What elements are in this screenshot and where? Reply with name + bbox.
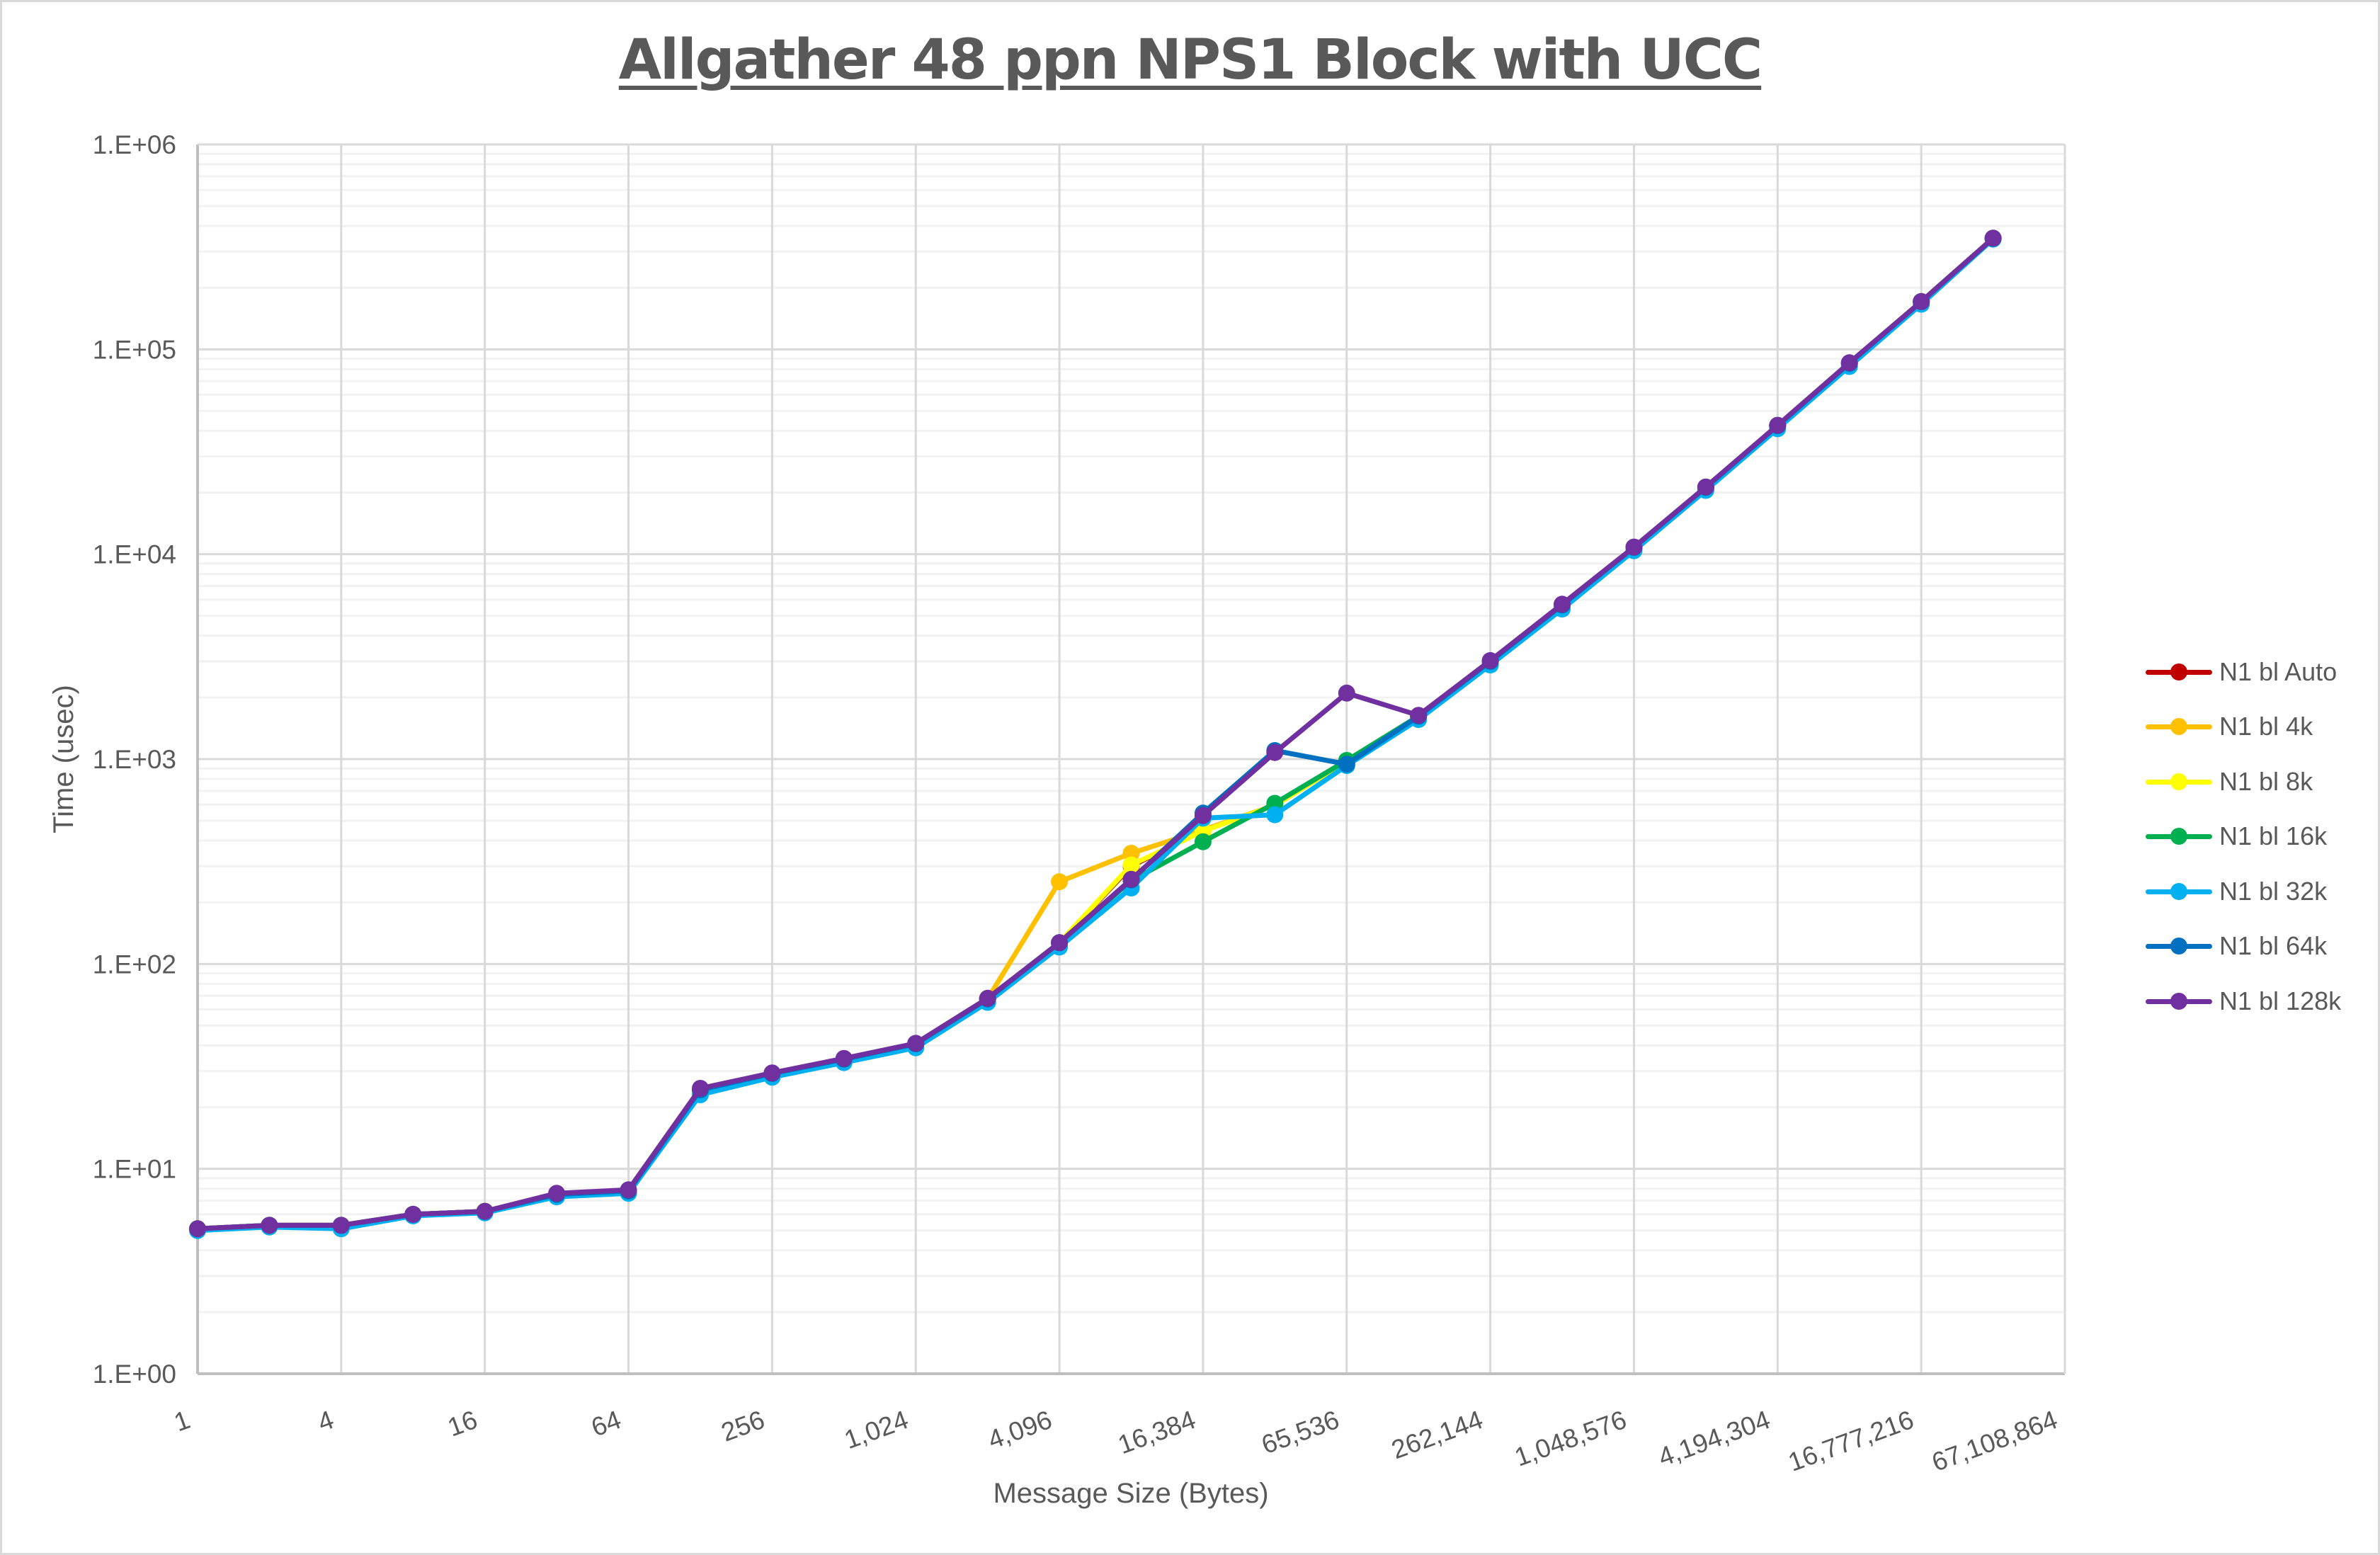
legend-item[interactable]: N1 bl 16k — [2146, 809, 2341, 865]
data-point-marker[interactable] — [620, 1181, 637, 1199]
data-point-marker[interactable] — [1122, 870, 1140, 888]
data-point-marker[interactable] — [835, 1049, 853, 1067]
x-tick-label: 16 — [444, 1405, 482, 1442]
x-tick-label: 4,194,304 — [1654, 1405, 1774, 1472]
minor-gridlines — [198, 152, 2065, 1314]
x-tick-label: 1,024 — [841, 1405, 912, 1454]
data-point-marker[interactable] — [1338, 684, 1355, 702]
legend-label: N1 bl 128k — [2219, 986, 2342, 1015]
legend-label: N1 bl Auto — [2219, 656, 2338, 686]
data-series — [189, 229, 2002, 1239]
data-point-marker[interactable] — [763, 1064, 781, 1082]
data-point-marker[interactable] — [907, 1035, 925, 1052]
legend-label: N1 bl 64k — [2219, 931, 2328, 961]
data-point-marker[interactable] — [1625, 538, 1643, 556]
legend-line-marker-icon — [2146, 991, 2212, 1012]
data-point-marker[interactable] — [404, 1205, 422, 1223]
chart-title: Allgather 48 ppn NPS1 Block with UCC — [0, 28, 2380, 92]
x-tick-label: 16,384 — [1114, 1405, 1199, 1459]
x-tick-label: 262,144 — [1388, 1405, 1487, 1464]
series-line[interactable] — [195, 237, 1996, 1234]
data-point-marker[interactable] — [1984, 229, 2002, 247]
axes — [196, 143, 2066, 1375]
data-point-marker[interactable] — [1051, 934, 1069, 952]
data-point-marker[interactable] — [1913, 292, 1930, 310]
legend-label: N1 bl 16k — [2219, 821, 2328, 851]
data-point-marker[interactable] — [1410, 707, 1428, 724]
y-tick-label: 1.E+05 — [93, 335, 176, 364]
data-point-marker[interactable] — [476, 1202, 494, 1220]
y-tick-label: 1.E+01 — [93, 1155, 176, 1184]
y-axis-title: Time (usec) — [48, 685, 79, 833]
legend-label: N1 bl 32k — [2219, 876, 2328, 906]
y-tick-label: 1.E+02 — [93, 950, 176, 979]
y-tick-label: 1.E+03 — [93, 745, 176, 774]
data-point-marker[interactable] — [1122, 845, 1140, 862]
data-point-marker[interactable] — [1481, 651, 1499, 669]
series-line[interactable] — [195, 236, 1996, 1231]
x-axis-tick-labels: 1 4 16 64 256 1,024 4,096 16,384 65,536 262,144 1,… — [170, 1405, 2061, 1477]
data-point-marker[interactable] — [1266, 744, 1284, 761]
data-point-marker[interactable] — [979, 989, 996, 1007]
x-tick-label: 4,096 — [984, 1405, 1056, 1454]
series-line[interactable] — [195, 236, 1996, 1231]
legend-line-marker-icon — [2146, 716, 2212, 737]
legend-item[interactable]: N1 bl 32k — [2146, 864, 2341, 919]
data-point-marker[interactable] — [1051, 873, 1069, 891]
x-axis-title: Message Size (Bytes) — [993, 1478, 1268, 1509]
series-line[interactable] — [195, 236, 1996, 1231]
data-point-marker[interactable] — [692, 1080, 709, 1097]
x-tick-label: 256 — [717, 1405, 768, 1447]
data-point-marker[interactable] — [548, 1185, 566, 1202]
x-tick-label: 1 — [170, 1405, 193, 1437]
legend-line-marker-icon — [2146, 771, 2212, 792]
x-tick-label: 16,777,216 — [1784, 1405, 1918, 1477]
x-tick-label: 65,536 — [1258, 1405, 1343, 1459]
x-tick-label: 4 — [314, 1405, 337, 1437]
legend-item[interactable]: N1 bl 128k — [2146, 974, 2341, 1029]
legend-item[interactable]: N1 bl 4k — [2146, 700, 2341, 755]
y-tick-label: 1.E+00 — [93, 1360, 176, 1389]
chart-legend: N1 bl Auto N1 bl 4k N1 bl 8k N1 bl 16k N1 bl… — [2146, 644, 2341, 1029]
series-line[interactable] — [195, 236, 1996, 1231]
x-tick-label: 64 — [588, 1405, 625, 1442]
y-tick-label: 1.E+04 — [93, 540, 176, 569]
series-line[interactable] — [195, 236, 1996, 1231]
chart-title-text: Allgather 48 ppn NPS1 Block with UCC — [618, 28, 1763, 92]
legend-line-marker-icon — [2146, 661, 2212, 683]
legend-label: N1 bl 8k — [2219, 766, 2313, 796]
legend-item[interactable]: N1 bl Auto — [2146, 644, 2341, 700]
data-point-marker[interactable] — [261, 1217, 278, 1234]
x-tick-label: 67,108,864 — [1928, 1405, 2061, 1477]
data-point-marker[interactable] — [1266, 806, 1284, 824]
series-n1-bl-128k[interactable] — [189, 229, 2002, 1238]
y-tick-label: 1.E+06 — [93, 130, 176, 159]
x-tick-label: 1,048,576 — [1510, 1405, 1630, 1472]
data-point-marker[interactable] — [1194, 807, 1212, 824]
legend-line-marker-icon — [2146, 881, 2212, 902]
data-point-marker[interactable] — [1122, 856, 1140, 874]
data-point-marker[interactable] — [1194, 833, 1212, 850]
series-line[interactable] — [195, 235, 1996, 1231]
data-point-marker[interactable] — [1769, 416, 1787, 434]
data-point-marker[interactable] — [1338, 756, 1355, 773]
legend-item[interactable]: N1 bl 64k — [2146, 919, 2341, 974]
data-point-marker[interactable] — [332, 1217, 350, 1234]
legend-line-marker-icon — [2146, 826, 2212, 847]
y-axis-tick-labels: 1.E+00 1.E+01 1.E+02 1.E+03 1.E+04 1.E+05 1.E+… — [93, 130, 176, 1389]
legend-item[interactable]: N1 bl 8k — [2146, 754, 2341, 809]
data-point-marker[interactable] — [1554, 596, 1571, 613]
legend-line-marker-icon — [2146, 935, 2212, 957]
data-point-marker[interactable] — [1697, 478, 1714, 496]
data-point-marker[interactable] — [189, 1220, 206, 1238]
data-point-marker[interactable] — [1840, 354, 1858, 372]
legend-label: N1 bl 4k — [2219, 712, 2313, 741]
